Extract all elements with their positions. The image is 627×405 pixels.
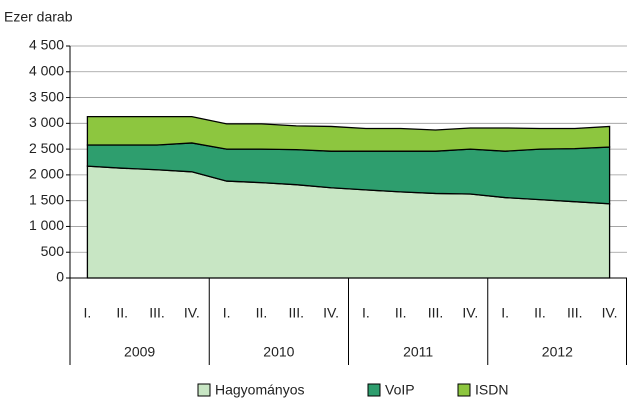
x-tick-label: III. — [289, 305, 305, 321]
legend-label: VoIP — [385, 382, 415, 398]
x-tick-label: I. — [223, 305, 231, 321]
x-tick-label: I. — [501, 305, 509, 321]
group-label: 2011 — [403, 344, 433, 360]
x-tick-label: IV. — [462, 305, 478, 321]
x-tick-label: II. — [116, 305, 128, 321]
legend-label: ISDN — [475, 382, 508, 398]
y-tick-label: 2 000 — [29, 166, 64, 182]
y-tick-label: 1 000 — [29, 217, 64, 233]
y-tick-label: 4 500 — [29, 37, 64, 53]
y-tick-label: 3 500 — [29, 88, 64, 104]
y-axis-label: Ezer darab — [4, 9, 73, 25]
y-tick-label: 500 — [41, 243, 65, 259]
x-tick-label: III. — [567, 305, 583, 321]
x-tick-label: II. — [256, 305, 268, 321]
area — [86, 115, 611, 152]
x-tick-label: III. — [149, 305, 165, 321]
group-label: 2010 — [263, 344, 294, 360]
y-tick-label: 3 000 — [29, 114, 64, 130]
x-tick-label: III. — [428, 305, 444, 321]
group-label: 2012 — [542, 344, 573, 360]
legend-label: Hagyományos — [215, 382, 305, 398]
x-tick-label: II. — [395, 305, 407, 321]
x-tick-label: IV. — [323, 305, 339, 321]
y-tick-label: 0 — [56, 269, 64, 285]
x-tick-label: IV. — [184, 305, 200, 321]
x-tick-label: I. — [362, 305, 370, 321]
y-tick-label: 2 500 — [29, 140, 64, 156]
y-tick-label: 4 000 — [29, 62, 64, 78]
legend-swatch — [367, 383, 381, 397]
x-tick-label: II. — [534, 305, 546, 321]
group-label: 2009 — [124, 344, 155, 360]
legend-swatch — [197, 383, 211, 397]
x-tick-label: IV. — [602, 305, 618, 321]
y-tick-label: 1 500 — [29, 191, 64, 207]
legend-swatch — [457, 383, 471, 397]
x-tick-label: I. — [84, 305, 92, 321]
